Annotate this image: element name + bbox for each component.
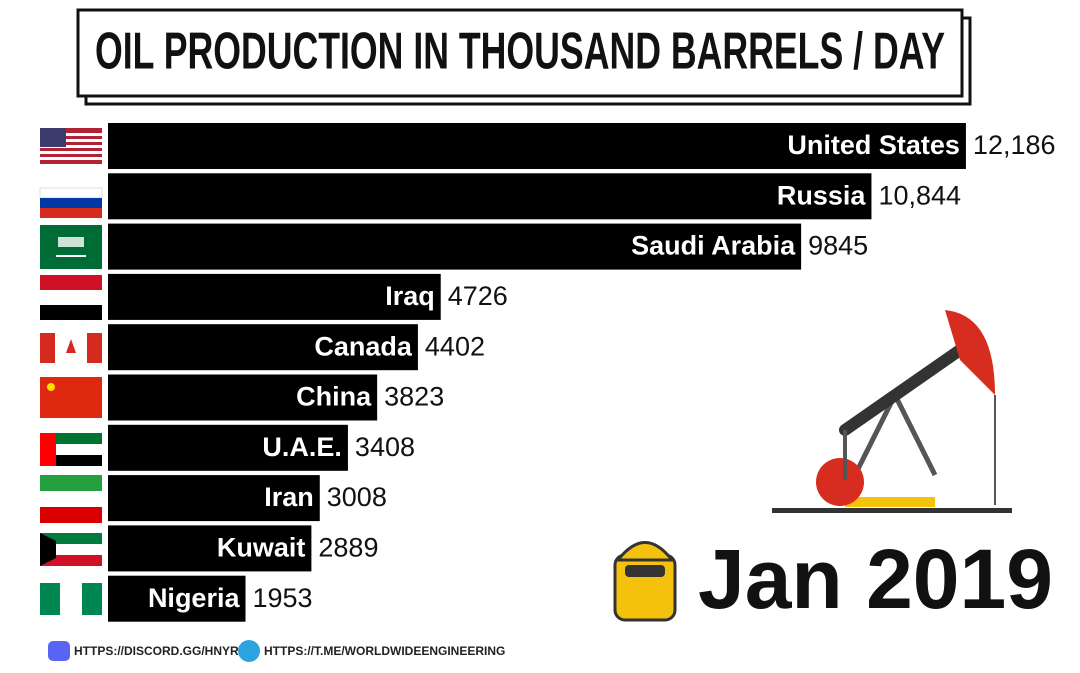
bar	[108, 575, 246, 622]
value-label: 3008	[327, 482, 387, 512]
date-label: Jan 2019	[698, 532, 1053, 626]
chart-title: OIL PRODUCTION IN THOUSAND BARRELS / DAY	[95, 23, 945, 81]
bar-label: Nigeria	[148, 583, 241, 613]
bar-label: Saudi Arabia	[631, 231, 796, 261]
value-label: 2889	[318, 533, 378, 563]
bar	[108, 475, 320, 522]
value-label: 1953	[252, 583, 312, 613]
telegram-icon	[238, 640, 260, 662]
bar-label: Russia	[777, 180, 867, 210]
flags	[39, 128, 103, 615]
bar-label: U.A.E.	[262, 432, 342, 462]
value-label: 12,186	[973, 130, 1056, 160]
title-box	[76, 8, 964, 98]
bar-label: Canada	[314, 331, 413, 361]
value-label: 9845	[808, 231, 868, 261]
bar	[108, 123, 966, 169]
value-label: 10,844	[878, 180, 961, 210]
discord-icon	[48, 641, 70, 661]
pumpjack	[772, 310, 1012, 513]
bar	[108, 424, 348, 471]
value-label: 3408	[355, 432, 415, 462]
value-label: 4402	[425, 331, 485, 361]
bar-label: United States	[787, 130, 960, 160]
value-label: 3823	[384, 382, 444, 412]
bar	[108, 223, 802, 270]
bar	[108, 324, 418, 371]
bar	[108, 273, 441, 320]
bar-label: Iraq	[385, 281, 435, 311]
mascot	[613, 541, 677, 622]
bar-label: Iran	[264, 482, 314, 512]
footer-link[interactable]: HTTPS://T.ME/WORLDWIDEENGINEERING	[264, 644, 505, 658]
bar	[108, 173, 872, 220]
bar-label: Kuwait	[217, 533, 306, 563]
footer-link[interactable]: HTTPS://DISCORD.GG/HNYRVJ9	[74, 644, 260, 658]
bar-label: China	[296, 382, 372, 412]
bar	[108, 525, 312, 572]
value-label: 4726	[448, 281, 508, 311]
bar	[108, 374, 378, 421]
